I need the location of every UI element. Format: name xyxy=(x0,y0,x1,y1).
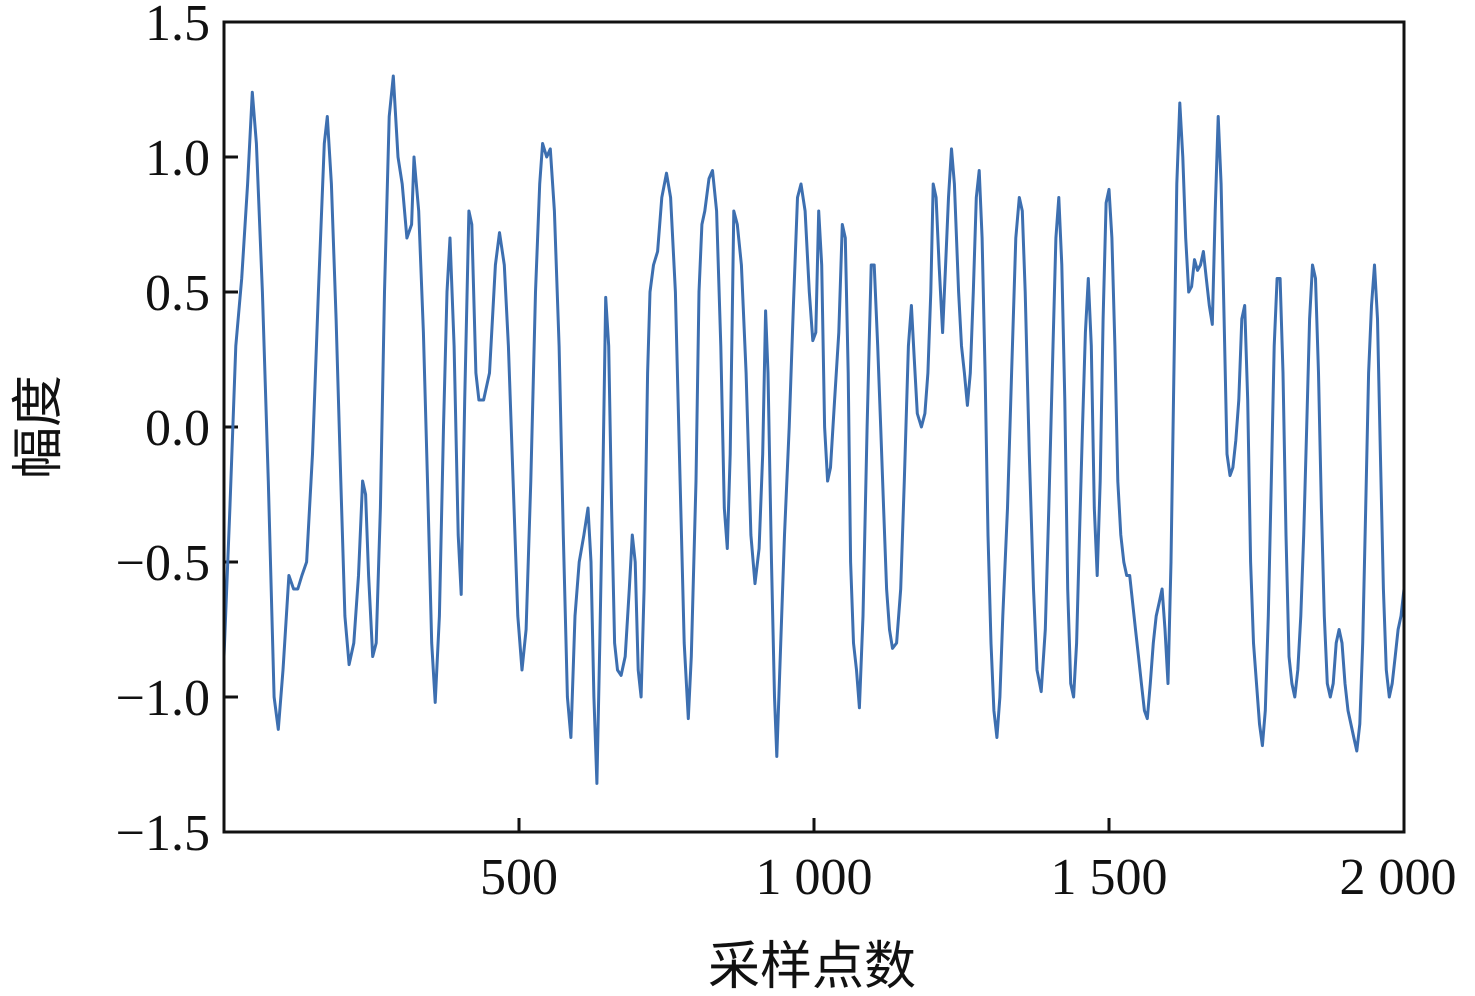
y-tick-label: 0.0 xyxy=(145,400,210,457)
tick-labels-layer: 500 1 000 1 500 2 000 1.5 1.0 0.5 0.0 −0.5 −1.0 −1… xyxy=(116,0,1457,906)
x-tick-label: 2 000 xyxy=(1340,849,1457,906)
y-tick-label: 0.5 xyxy=(145,265,210,322)
y-axis-title: 幅度 xyxy=(9,375,69,479)
x-axis-title: 采样点数 xyxy=(708,937,916,996)
series-line xyxy=(222,74,1406,785)
y-tick-label: −0.5 xyxy=(116,535,210,592)
x-tick-label: 500 xyxy=(480,849,558,906)
x-tick-label: 1 500 xyxy=(1051,849,1168,906)
y-tick-label: 1.0 xyxy=(145,130,210,187)
y-tick-label: 1.5 xyxy=(145,0,210,52)
y-tick-label: −1.0 xyxy=(116,670,210,727)
plot-frame xyxy=(222,20,1406,834)
x-tick-label: 1 000 xyxy=(756,849,873,906)
y-tick-label: −1.5 xyxy=(116,805,210,862)
